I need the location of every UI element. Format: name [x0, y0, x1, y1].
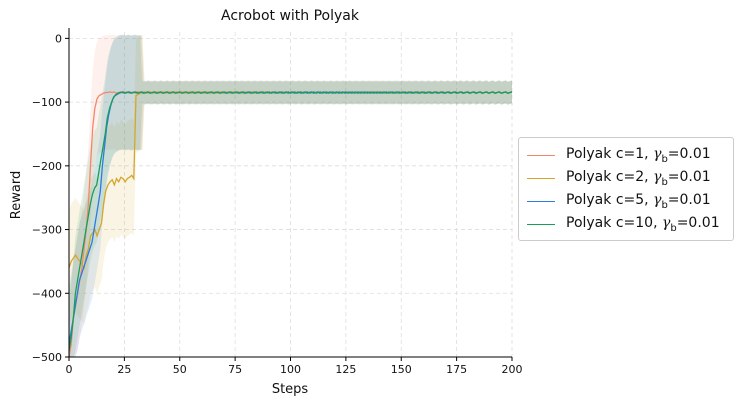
legend-text-1: Polyak c=2,: [566, 169, 654, 186]
gamma-symbol: γ: [653, 169, 662, 186]
x-tick-label-3: 75: [228, 363, 242, 376]
band-series-0: [69, 34, 512, 357]
chart-title: Acrobot with Polyak: [221, 8, 360, 24]
legend-swatch-3: [527, 224, 555, 225]
gamma-value: =0.01: [676, 215, 720, 232]
x-tick-label-4: 100: [280, 363, 301, 376]
y-axis-label: Reward: [9, 171, 24, 219]
x-tick-label-7: 175: [446, 363, 467, 376]
legend-swatch-1: [527, 178, 555, 179]
band-series-3: [69, 34, 512, 357]
legend-item-2: Polyak c=5, γb=0.01: [527, 190, 725, 213]
gamma-subscript: b: [670, 222, 677, 234]
gamma-value: =0.01: [667, 169, 711, 186]
y-tick-label-0: 0: [55, 32, 62, 45]
gamma-symbol: γ: [661, 215, 671, 232]
legend-label-1: Polyak c=2, γb=0.01: [566, 169, 711, 188]
series-lines: [68, 91, 513, 358]
gamma-symbol: γ: [653, 192, 662, 209]
legend-text-3: Polyak c=10,: [566, 215, 662, 232]
legend-swatch-2: [527, 201, 555, 202]
x-tick-label-2: 50: [173, 363, 187, 376]
line-series-3: [68, 91, 513, 351]
legend-text-2: Polyak c=5,: [566, 192, 654, 209]
x-tick-label-6: 150: [391, 363, 412, 376]
x-ticks: 0 25 50 75 100 125 150 175 200: [66, 357, 523, 376]
y-tick-label-2: −200: [32, 160, 62, 173]
gamma-symbol: γ: [653, 146, 662, 163]
gamma-value: =0.01: [667, 192, 711, 209]
gamma-subscript: b: [661, 153, 668, 165]
y-tick-label-5: −500: [32, 351, 62, 364]
x-tick-label-0: 0: [66, 363, 73, 376]
legend-label-0: Polyak c=1, γb=0.01: [566, 146, 711, 165]
x-axis-label: Steps: [272, 382, 309, 397]
gamma-value: =0.01: [667, 146, 711, 163]
x-tick-label-8: 200: [502, 363, 523, 376]
gamma-subscript: b: [661, 176, 668, 188]
y-tick-label-3: −300: [32, 224, 62, 237]
y-ticks: 0 −100 −200 −300 −400 −500: [32, 32, 69, 364]
legend-label-3: Polyak c=10, γb=0.01: [566, 215, 720, 234]
legend-item-0: Polyak c=1, γb=0.01: [527, 144, 725, 167]
legend: Polyak c=1, γb=0.01 Polyak c=2, γb=0.01 Po…: [518, 137, 734, 241]
legend-swatch-0: [527, 155, 555, 156]
legend-item-1: Polyak c=2, γb=0.01: [527, 167, 725, 190]
band-series-2: [69, 34, 512, 357]
gamma-subscript: b: [661, 199, 668, 211]
y-tick-label-4: −400: [32, 287, 62, 300]
x-tick-label-5: 125: [335, 363, 356, 376]
legend-item-3: Polyak c=10, γb=0.01: [527, 213, 725, 236]
legend-text-0: Polyak c=1,: [566, 146, 654, 163]
x-tick-label-1: 25: [117, 363, 131, 376]
y-tick-label-1: −100: [32, 96, 62, 109]
legend-label-2: Polyak c=5, γb=0.01: [566, 192, 711, 211]
